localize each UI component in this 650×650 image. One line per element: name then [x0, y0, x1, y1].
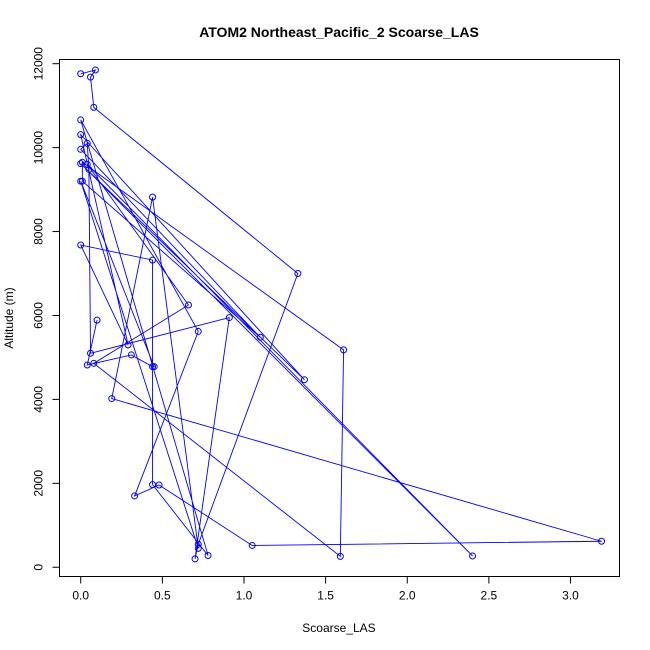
- data-point: [149, 256, 157, 264]
- data-point: [149, 481, 157, 489]
- y-axis: 0 2000 4000 6000 8000 10000 12000: [32, 47, 60, 571]
- data-point: [131, 492, 139, 500]
- data-point: [155, 481, 163, 489]
- data-point: [90, 359, 98, 367]
- data-point: [194, 327, 202, 335]
- data-point: [124, 341, 132, 349]
- data-point: [469, 552, 477, 560]
- data-point: [87, 73, 95, 81]
- data-point: [85, 165, 93, 173]
- x-tick-label: 2.5: [481, 589, 498, 603]
- data-point: [77, 177, 85, 185]
- y-tick-label: 4000: [32, 386, 46, 413]
- data-point: [184, 301, 192, 309]
- data-point: [91, 66, 99, 74]
- y-axis-label: Altitude (m): [2, 287, 16, 348]
- data-point: [83, 139, 91, 147]
- data-point: [598, 537, 606, 545]
- data-point: [248, 541, 256, 549]
- data-point: [127, 351, 135, 359]
- y-tick-label: 6000: [32, 302, 46, 329]
- data-point: [83, 361, 91, 369]
- y-tick-label: 8000: [32, 218, 46, 245]
- y-tick-label: 0: [32, 564, 46, 571]
- data-point: [77, 241, 85, 249]
- data-layer: [77, 66, 606, 563]
- series-line: [79, 69, 602, 559]
- data-point: [87, 349, 95, 357]
- data-point: [149, 363, 157, 371]
- data-point: [90, 103, 98, 111]
- x-axis-label: Scoarse_LAS: [302, 621, 375, 635]
- data-point: [191, 555, 199, 563]
- x-tick-label: 1.5: [317, 589, 334, 603]
- x-tick-label: 0.5: [154, 589, 171, 603]
- x-tick-label: 0.0: [72, 589, 89, 603]
- x-axis: 0.0 0.5 1.0 1.5 2.0 2.5 3.0: [72, 576, 579, 603]
- data-point: [108, 395, 116, 403]
- data-point: [93, 316, 101, 324]
- x-tick-label: 2.0: [399, 589, 416, 603]
- data-point: [77, 160, 85, 168]
- data-point: [149, 193, 157, 201]
- chart-title: ATOM2 Northeast_Pacific_2 Scoarse_LAS: [199, 24, 479, 40]
- data-point: [77, 70, 85, 78]
- y-tick-label: 12000: [32, 47, 46, 81]
- data-point: [77, 116, 85, 124]
- data-point: [300, 376, 308, 384]
- data-point: [340, 346, 348, 354]
- data-point: [83, 160, 91, 168]
- x-tick-label: 3.0: [562, 589, 579, 603]
- y-tick-label: 10000: [32, 131, 46, 165]
- data-point: [77, 131, 85, 139]
- plot-frame: [59, 59, 620, 577]
- data-point: [194, 544, 202, 552]
- data-point: [294, 270, 302, 278]
- data-point: [204, 552, 212, 560]
- x-tick-label: 1.0: [236, 589, 253, 603]
- data-point: [77, 145, 85, 153]
- data-point: [225, 314, 233, 322]
- data-point: [256, 333, 264, 341]
- data-point: [336, 552, 344, 560]
- y-tick-label: 2000: [32, 470, 46, 497]
- data-point: [194, 540, 202, 548]
